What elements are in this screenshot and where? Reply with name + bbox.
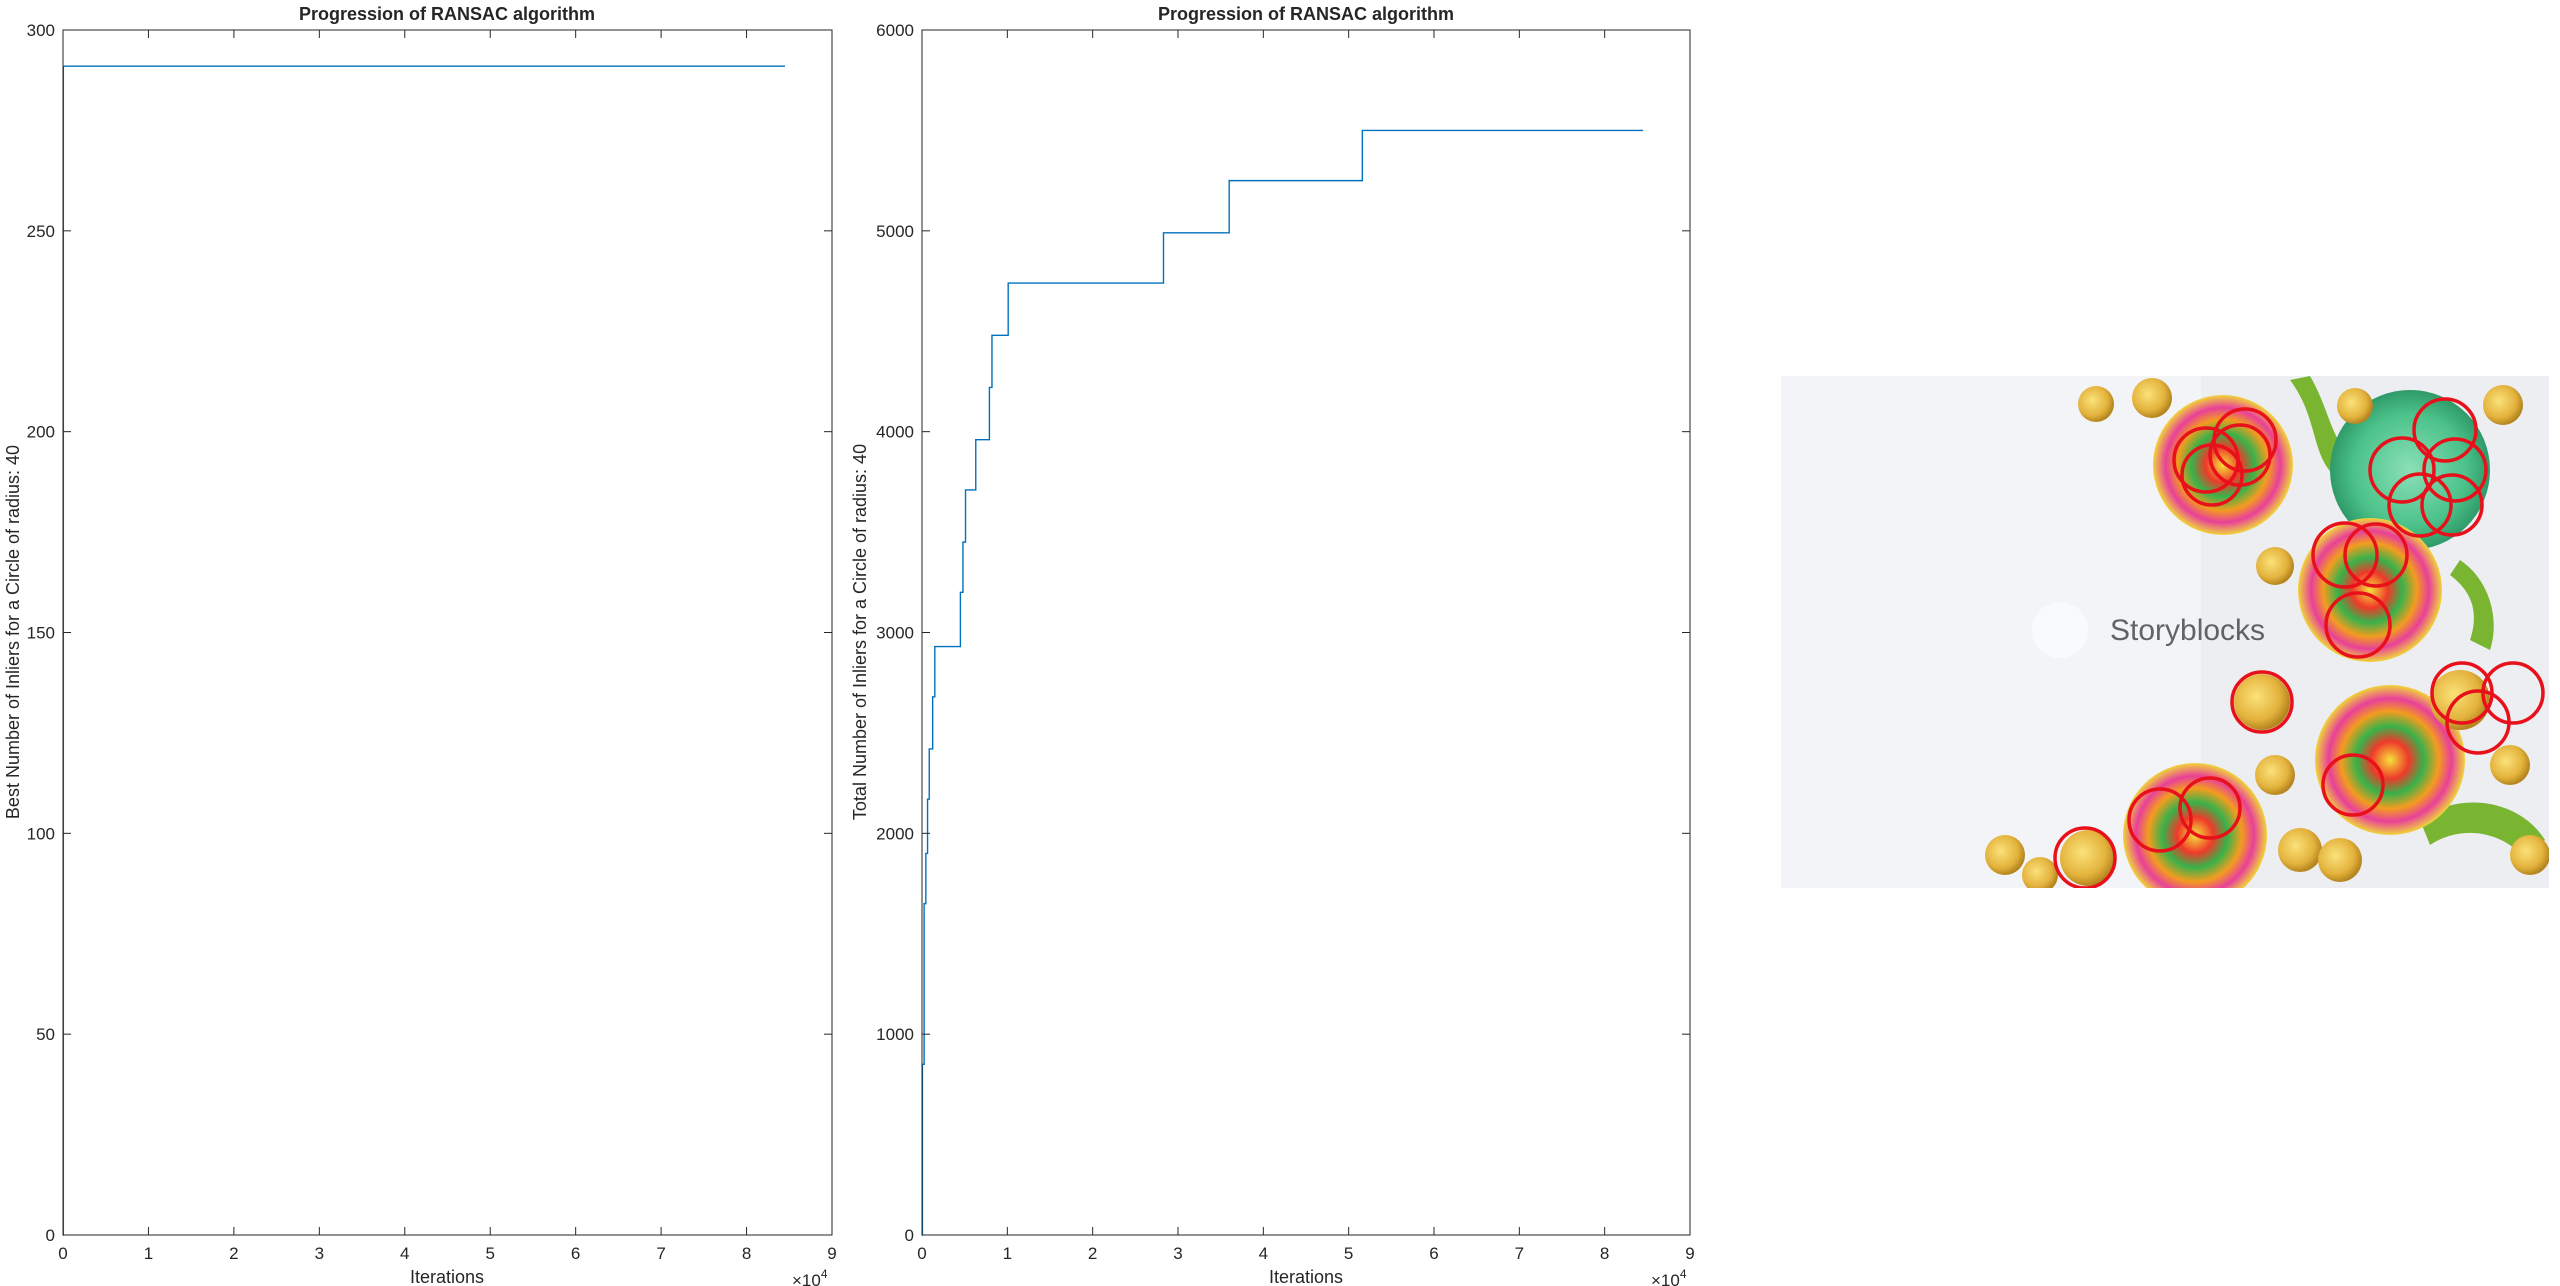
chart1-x-exponent-power: 4 <box>821 1267 828 1281</box>
x-tick-label: 9 <box>827 1244 836 1263</box>
x-tick-label: 6 <box>571 1244 580 1263</box>
coin <box>1985 835 2025 875</box>
coin <box>2490 745 2530 785</box>
chart1-series <box>62 65 786 1236</box>
lollipop <box>2315 685 2465 835</box>
lollipop <box>2123 763 2267 888</box>
y-tick-label: 150 <box>27 624 55 643</box>
x-tick-label: 0 <box>58 1244 67 1263</box>
coin <box>2022 857 2058 888</box>
detected-circle <box>2420 473 2484 537</box>
y-tick-label: 0 <box>905 1226 914 1245</box>
coin <box>2337 388 2373 424</box>
y-tick-label: 3000 <box>876 624 914 643</box>
chart2-axes-box <box>921 29 1691 1236</box>
detected-circle <box>2311 521 2379 589</box>
x-tick-label: 1 <box>144 1244 153 1263</box>
detected-circle <box>2445 689 2511 755</box>
chart1-x-exponent: ×104 <box>792 1267 828 1286</box>
x-tick-label: 6 <box>1429 1244 1438 1263</box>
chart1-x-ticks: 0 1 2 3 4 5 6 7 8 9 <box>58 30 837 1263</box>
x-tick-label: 1 <box>1003 1244 1012 1263</box>
detected-circle <box>2230 670 2294 734</box>
detected-circle <box>2343 522 2409 588</box>
y-tick-label: 1000 <box>876 1025 914 1044</box>
chart2-series <box>921 129 1644 1236</box>
ribbon <box>2450 560 2494 650</box>
coin <box>2256 547 2294 585</box>
y-tick-label: 0 <box>46 1226 55 1245</box>
y-tick-label: 50 <box>36 1025 55 1044</box>
x-tick-label: 7 <box>1515 1244 1524 1263</box>
photo-watermark: Storyblocks <box>2110 614 2265 647</box>
chart2-x-exponent: ×104 <box>1651 1267 1687 1286</box>
y-tick-label: 6000 <box>876 21 914 40</box>
chart2-y-ticks: 0 1000 2000 3000 4000 5000 6000 <box>876 21 1690 1245</box>
coin <box>2255 755 2295 795</box>
coin <box>2510 835 2549 875</box>
series-line <box>921 129 1644 1236</box>
detected-circle <box>2321 753 2385 817</box>
detected-circle <box>2412 397 2478 463</box>
x-tick-label: 3 <box>315 1244 324 1263</box>
detection-photo: Storyblocks <box>1781 376 2549 888</box>
chart1-x-label: Iterations <box>410 1267 484 1286</box>
x-tick-label: 4 <box>400 1244 409 1263</box>
inliers-total-chart: Progression of RANSAC algorithm 0 1 2 3 4 5 6 7… <box>850 4 1695 1286</box>
detected-circle <box>2387 472 2453 538</box>
coin <box>2060 830 2116 886</box>
detected-circle <box>2053 826 2117 888</box>
coin <box>2078 386 2114 422</box>
x-tick-label: 9 <box>1685 1244 1694 1263</box>
x-tick-label: 7 <box>656 1244 665 1263</box>
detected-circles <box>2053 397 2545 888</box>
photo-watermark-logo <box>2032 602 2088 658</box>
y-tick-label: 200 <box>27 423 55 442</box>
x-tick-label: 4 <box>1259 1244 1268 1263</box>
inliers-best-chart: Progression of RANSAC algorithm 0 1 2 3 4 5 6 7… <box>3 4 837 1286</box>
x-tick-label: 8 <box>742 1244 751 1263</box>
detected-circle <box>2368 436 2436 504</box>
chart2-x-label: Iterations <box>1269 1267 1343 1286</box>
coin <box>2483 385 2523 425</box>
detected-circle <box>2178 776 2242 840</box>
chart2-x-ticks: 0 1 2 3 4 5 6 7 8 9 <box>917 30 1695 1263</box>
chart2-y-label: Total Number of Inliers for a Circle of … <box>850 444 870 820</box>
chart2-x-exponent-base: ×10 <box>1651 1271 1680 1286</box>
detected-circle <box>2324 591 2392 659</box>
chart2-x-exponent-power: 4 <box>1680 1267 1687 1281</box>
chart1-y-label: Best Number of Inliers for a Circle of r… <box>3 445 23 819</box>
lollipop <box>2298 518 2442 662</box>
detected-circle <box>2127 787 2193 853</box>
chart2-title: Progression of RANSAC algorithm <box>1158 4 1454 24</box>
coin <box>2278 828 2322 872</box>
x-tick-label: 8 <box>1600 1244 1609 1263</box>
chart1-axes-box <box>62 29 833 1236</box>
y-tick-label: 4000 <box>876 423 914 442</box>
x-tick-label: 5 <box>1344 1244 1353 1263</box>
chart1-y-ticks: 0 50 100 150 200 250 300 <box>27 21 832 1245</box>
x-tick-label: 0 <box>917 1244 926 1263</box>
chart1-title: Progression of RANSAC algorithm <box>299 4 595 24</box>
series-line <box>62 65 786 1236</box>
detected-circle <box>2208 423 2272 487</box>
x-tick-label: 3 <box>1173 1244 1182 1263</box>
y-tick-label: 5000 <box>876 222 914 241</box>
x-tick-label: 2 <box>229 1244 238 1263</box>
y-tick-label: 250 <box>27 222 55 241</box>
x-tick-label: 5 <box>485 1244 494 1263</box>
coin <box>2430 670 2490 730</box>
coin <box>2132 378 2172 418</box>
x-tick-label: 2 <box>1088 1244 1097 1263</box>
detected-circle <box>2422 437 2488 503</box>
y-tick-label: 2000 <box>876 824 914 843</box>
y-tick-label: 100 <box>27 824 55 843</box>
coin <box>2318 838 2362 882</box>
chart1-x-exponent-base: ×10 <box>792 1271 821 1286</box>
y-tick-label: 300 <box>27 21 55 40</box>
coin <box>2234 674 2290 730</box>
